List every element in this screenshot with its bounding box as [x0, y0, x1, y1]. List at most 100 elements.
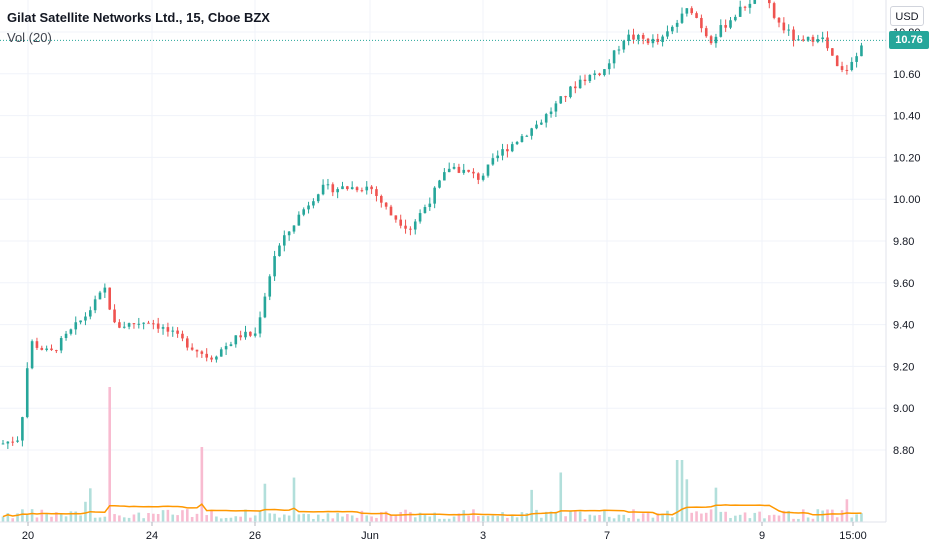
candle-body[interactable]	[477, 173, 480, 180]
candle-body[interactable]	[719, 25, 723, 37]
candle-body[interactable]	[11, 441, 14, 443]
candle-body[interactable]	[59, 338, 63, 351]
candle-body[interactable]	[491, 158, 495, 165]
candle-body[interactable]	[418, 213, 422, 222]
candle-body[interactable]	[355, 187, 359, 191]
candle-body[interactable]	[292, 225, 296, 232]
candle-body[interactable]	[617, 49, 621, 51]
candle-body[interactable]	[1, 443, 5, 445]
candle-body[interactable]	[525, 135, 529, 137]
candle-body[interactable]	[700, 17, 703, 29]
candle-body[interactable]	[506, 149, 509, 152]
candle-body[interactable]	[457, 166, 461, 173]
candle-body[interactable]	[801, 39, 805, 41]
candle-body[interactable]	[219, 349, 223, 357]
candle-body[interactable]	[559, 96, 563, 104]
candle-body[interactable]	[224, 346, 228, 350]
candle-body[interactable]	[6, 441, 10, 444]
candle-body[interactable]	[709, 36, 713, 44]
candle-body[interactable]	[738, 6, 742, 17]
candle-body[interactable]	[195, 349, 199, 352]
candle-body[interactable]	[724, 25, 727, 28]
candle-body[interactable]	[540, 122, 543, 125]
candle-body[interactable]	[40, 347, 44, 350]
candle-body[interactable]	[350, 187, 354, 190]
candle-body[interactable]	[680, 13, 684, 23]
candle-body[interactable]	[588, 74, 592, 82]
candle-body[interactable]	[210, 357, 213, 360]
candle-body[interactable]	[200, 351, 204, 354]
candle-body[interactable]	[481, 175, 485, 180]
candle-body[interactable]	[258, 317, 262, 334]
candle-body[interactable]	[743, 6, 747, 8]
candle-body[interactable]	[569, 86, 572, 98]
candle-body[interactable]	[452, 166, 456, 169]
candle-body[interactable]	[273, 256, 276, 277]
candle-body[interactable]	[467, 169, 470, 172]
candle-body[interactable]	[147, 322, 150, 324]
candle-body[interactable]	[171, 330, 175, 332]
candle-body[interactable]	[98, 292, 102, 300]
candle-body[interactable]	[632, 34, 635, 40]
candle-body[interactable]	[544, 114, 548, 123]
candle-body[interactable]	[205, 353, 208, 358]
candle-body[interactable]	[108, 287, 111, 310]
candle-body[interactable]	[772, 3, 776, 18]
candle-body[interactable]	[462, 169, 466, 173]
candle-body[interactable]	[855, 56, 858, 62]
candle-body[interactable]	[370, 186, 373, 190]
candle-body[interactable]	[253, 333, 257, 336]
candle-body[interactable]	[389, 206, 393, 216]
candle-body[interactable]	[122, 326, 126, 328]
candle-body[interactable]	[520, 136, 524, 142]
candle-body[interactable]	[850, 61, 854, 71]
candle-body[interactable]	[574, 86, 577, 89]
candle-body[interactable]	[190, 347, 194, 350]
candle-body[interactable]	[423, 207, 427, 214]
candle-body[interactable]	[666, 31, 669, 37]
candle-body[interactable]	[103, 287, 107, 293]
candle-body[interactable]	[549, 111, 553, 115]
candle-body[interactable]	[74, 322, 78, 330]
candle-body[interactable]	[753, 0, 757, 4]
candle-body[interactable]	[263, 296, 267, 318]
candle-body[interactable]	[564, 96, 567, 98]
symbol-title[interactable]: Gilat Satellite Networks Ltd., 15, Cboe …	[7, 10, 270, 25]
candle-body[interactable]	[142, 322, 145, 324]
candle-body[interactable]	[598, 73, 601, 76]
candle-body[interactable]	[64, 333, 68, 339]
candle-body[interactable]	[447, 168, 451, 173]
candle-body[interactable]	[530, 128, 533, 136]
candle-body[interactable]	[860, 45, 863, 57]
candle-body[interactable]	[229, 344, 233, 347]
candle-body[interactable]	[132, 323, 136, 325]
candle-body[interactable]	[25, 368, 29, 418]
candle-body[interactable]	[380, 195, 383, 203]
candle-body[interactable]	[607, 63, 611, 70]
candle-body[interactable]	[16, 440, 19, 442]
candle-body[interactable]	[249, 331, 252, 336]
candle-body[interactable]	[603, 69, 606, 76]
candle-body[interactable]	[438, 180, 441, 188]
candle-body[interactable]	[792, 29, 795, 41]
candle-body[interactable]	[535, 124, 538, 129]
candle-body[interactable]	[89, 310, 92, 317]
candle-body[interactable]	[661, 36, 664, 43]
candle-body[interactable]	[472, 171, 475, 174]
candle-body[interactable]	[278, 245, 281, 257]
candle-body[interactable]	[118, 322, 121, 328]
candle-body[interactable]	[346, 186, 349, 190]
candle-body[interactable]	[835, 55, 839, 67]
candle-body[interactable]	[593, 73, 596, 75]
candle-body[interactable]	[840, 66, 844, 70]
candle-body[interactable]	[360, 190, 364, 192]
candle-body[interactable]	[316, 194, 320, 202]
candle-body[interactable]	[690, 8, 693, 14]
candle-body[interactable]	[496, 155, 499, 159]
candle-body[interactable]	[394, 215, 398, 220]
candle-body[interactable]	[93, 299, 97, 311]
candle-body[interactable]	[166, 327, 170, 332]
candle-body[interactable]	[646, 38, 650, 44]
candle-body[interactable]	[79, 320, 82, 323]
candle-body[interactable]	[365, 186, 369, 191]
